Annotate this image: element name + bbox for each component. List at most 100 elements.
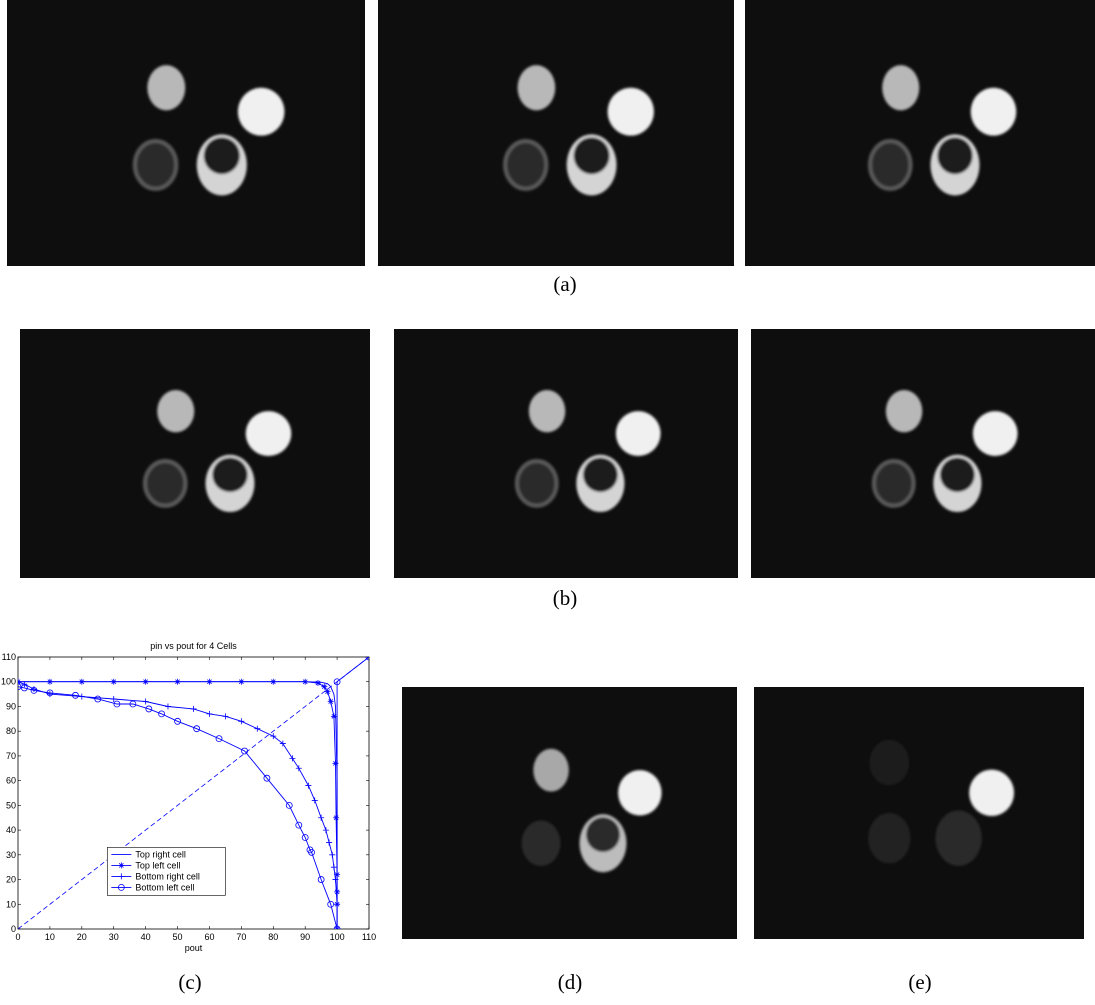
cell-1 bbox=[969, 769, 1015, 817]
caption-a: (a) bbox=[553, 272, 577, 296]
legend-label-top-right-cell: Top right cell bbox=[135, 849, 186, 859]
diagonal-reference-line bbox=[18, 657, 369, 929]
data-point-top-left-cell bbox=[332, 760, 339, 767]
y-tick-label: 10 bbox=[6, 899, 16, 909]
data-point-top-left-cell bbox=[46, 678, 53, 685]
y-tick-label: 100 bbox=[1, 677, 16, 687]
data-point-top-left-cell bbox=[327, 698, 334, 705]
data-point-bottom-right-cell bbox=[18, 678, 21, 685]
caption-b: (b) bbox=[552, 586, 578, 610]
image-b1 bbox=[20, 329, 370, 578]
data-point-bottom-left-cell bbox=[317, 876, 325, 883]
data-point-bottom-right-cell bbox=[110, 696, 117, 703]
x-tick-label: 90 bbox=[300, 932, 310, 942]
cell-0 bbox=[157, 390, 195, 433]
cell-1 bbox=[615, 411, 661, 456]
data-point-top-left-cell bbox=[324, 688, 331, 695]
y-tick-label: 30 bbox=[6, 850, 16, 860]
x-tick-label: 70 bbox=[236, 932, 246, 942]
caption-c: (c) bbox=[178, 970, 202, 994]
data-point-top-left-cell bbox=[238, 678, 245, 685]
legend-label-bottom-right-cell: Bottom right cell bbox=[135, 871, 200, 881]
data-point-bottom-left-cell bbox=[158, 710, 165, 718]
data-point-bottom-right-cell bbox=[164, 703, 171, 710]
data-point-bottom-left-cell bbox=[333, 678, 341, 686]
cell-0 bbox=[885, 390, 923, 433]
data-point-bottom-left-cell bbox=[263, 774, 271, 782]
caption-d: (d) bbox=[557, 970, 583, 994]
data-point-bottom-left-cell bbox=[285, 801, 293, 809]
cell-0 bbox=[147, 65, 186, 111]
x-tick-label: 100 bbox=[330, 932, 345, 942]
data-point-top-left-cell bbox=[142, 678, 149, 685]
data-point-bottom-left-cell bbox=[18, 683, 22, 691]
image-background bbox=[754, 687, 1084, 939]
data-point-bottom-right-cell bbox=[279, 740, 286, 747]
data-point-bottom-right-cell bbox=[142, 698, 149, 705]
image-background bbox=[7, 0, 365, 266]
legend-marker-bottom-right-cell bbox=[118, 873, 125, 880]
data-point-top-left-cell bbox=[321, 683, 328, 690]
image-a3 bbox=[745, 0, 1095, 266]
data-point-bottom-left-cell bbox=[72, 691, 79, 699]
cell-image bbox=[20, 329, 370, 578]
x-tick-label: 10 bbox=[45, 932, 55, 942]
cell-nucleus-3 bbox=[203, 137, 240, 175]
y-tick-label: 0 bbox=[11, 924, 16, 934]
data-point-bottom-right-cell bbox=[311, 797, 318, 804]
data-point-bottom-left-cell bbox=[193, 725, 201, 733]
image-background bbox=[745, 0, 1095, 266]
data-point-bottom-right-cell bbox=[295, 765, 302, 772]
image-b2 bbox=[394, 329, 738, 578]
image-background bbox=[751, 329, 1095, 578]
data-point-top-left-cell bbox=[270, 678, 277, 685]
cell-1 bbox=[607, 87, 654, 136]
data-point-top-left-cell bbox=[78, 678, 85, 685]
caption-e: (e) bbox=[908, 970, 932, 994]
data-point-bottom-left-cell bbox=[215, 735, 223, 743]
cell-image bbox=[402, 687, 737, 939]
cell-1 bbox=[618, 770, 662, 816]
y-tick-label: 90 bbox=[6, 701, 16, 711]
data-point-bottom-left-cell bbox=[327, 900, 335, 908]
pin-pout-chart: pin vs pout for 4 Cells 0 10 20 30 40 50 60 70 80… bbox=[0, 608, 378, 1000]
cell-2 bbox=[871, 458, 916, 508]
image-d bbox=[402, 687, 737, 939]
y-tick-label: 80 bbox=[6, 726, 16, 736]
data-point-top-left-cell bbox=[330, 713, 337, 720]
cell-2 bbox=[868, 813, 911, 864]
y-tick-label: 70 bbox=[6, 751, 16, 761]
data-point-top-left-cell bbox=[333, 814, 340, 821]
cell-image bbox=[394, 329, 738, 578]
data-point-bottom-right-cell bbox=[330, 864, 337, 871]
data-point-bottom-right-cell bbox=[326, 839, 333, 846]
data-point-top-left-cell bbox=[206, 678, 213, 685]
y-tick-label: 60 bbox=[6, 776, 16, 786]
data-point-top-left-cell bbox=[302, 678, 309, 685]
cell-nucleus-3 bbox=[937, 137, 973, 175]
data-point-bottom-right-cell bbox=[254, 725, 261, 732]
cell-3 bbox=[935, 810, 982, 866]
data-point-bottom-left-cell bbox=[20, 684, 28, 692]
cell-0 bbox=[533, 748, 569, 792]
cell-2 bbox=[132, 138, 179, 191]
data-point-bottom-right-cell bbox=[305, 782, 312, 789]
x-tick-label: 80 bbox=[268, 932, 278, 942]
data-point-bottom-left-cell bbox=[295, 821, 303, 829]
data-point-top-left-cell bbox=[110, 678, 117, 685]
data-point-top-left-cell bbox=[174, 678, 181, 685]
data-point-bottom-left-cell bbox=[30, 686, 38, 694]
data-point-bottom-right-cell bbox=[21, 681, 28, 688]
data-point-bottom-right-cell bbox=[190, 705, 197, 712]
cell-0 bbox=[528, 390, 566, 433]
cell-nucleus-3 bbox=[940, 457, 975, 492]
x-tick-label: 50 bbox=[173, 932, 183, 942]
image-b3 bbox=[751, 329, 1095, 578]
image-background bbox=[394, 329, 738, 578]
cell-image bbox=[745, 0, 1095, 266]
y-tick-label: 50 bbox=[6, 800, 16, 810]
cell-nucleus-3 bbox=[583, 457, 618, 492]
y-tick-label: 20 bbox=[6, 875, 16, 885]
series-line-bottom-left-cell bbox=[18, 657, 369, 929]
